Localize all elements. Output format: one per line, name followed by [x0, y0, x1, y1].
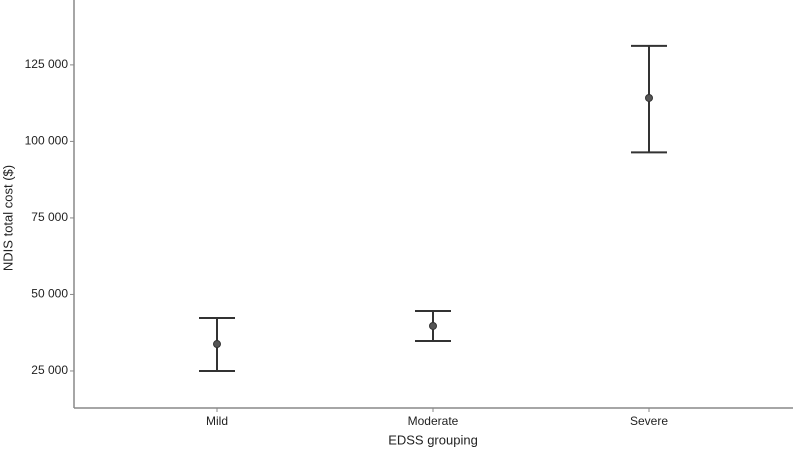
x-tick-label: Mild	[206, 414, 228, 428]
mean-marker	[645, 93, 653, 102]
mean-marker	[213, 340, 221, 349]
y-tick-label: 75 000	[31, 210, 68, 224]
y-tick-label: 100 000	[25, 134, 69, 148]
y-axis-title: NDIS total cost ($)	[0, 165, 15, 271]
y-tick-label: 25 000	[31, 363, 68, 377]
y-tick-label: 125 000	[25, 57, 69, 71]
x-tick-label: Severe	[630, 414, 668, 428]
mean-marker	[429, 321, 437, 330]
x-tick-label: Moderate	[408, 414, 459, 428]
x-axis-title: EDSS grouping	[388, 432, 478, 447]
y-tick-label: 50 000	[31, 287, 68, 301]
